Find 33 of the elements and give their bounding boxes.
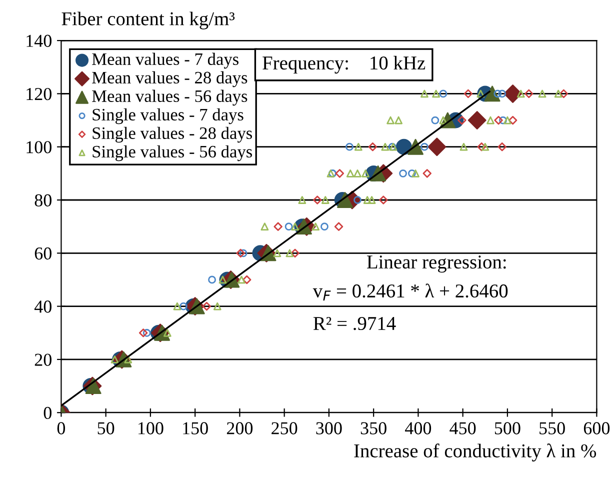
y-tick-label: 20	[34, 354, 52, 366]
y-tick-label: 140	[26, 34, 52, 47]
x-tick-label: 300	[316, 422, 342, 434]
x-tick-label: 450	[450, 422, 476, 434]
x-tick-label: 50	[98, 422, 114, 434]
x-tick-label: 350	[360, 422, 386, 434]
annotation: v$_{F}$ = 0.2461 * λ + 2.6460	[312, 284, 508, 301]
annotation: Linear regression:	[366, 256, 506, 273]
y-tick-label: 100	[26, 141, 52, 154]
x-tick-label: 100	[138, 422, 164, 434]
x-tick-label: 550	[540, 422, 565, 434]
annotation: Frequency: 10 kHz	[262, 56, 426, 74]
x-tick-label: 150	[183, 422, 208, 434]
x-tick-label: 200	[226, 422, 253, 434]
annotation: R² = .9714	[313, 316, 396, 330]
y-tick-label: 0	[44, 406, 52, 420]
x-tick-label: 400	[405, 422, 432, 434]
y-tick-label: 120	[26, 88, 52, 100]
x-tick-label: 500	[494, 422, 520, 434]
legend-label: Mean values - 7 days	[92, 52, 238, 69]
legend-label: Mean values - 28 days	[92, 71, 248, 88]
y-axis-title: Fiber content in kg/m³	[62, 12, 235, 30]
legend-label: Mean values - 56 days	[92, 90, 248, 106]
legend-label: Single values - 7 days	[92, 108, 244, 124]
x-tick-label: 0	[57, 422, 66, 434]
x-tick-label: 250	[272, 422, 298, 434]
x-tick-label: 600	[584, 422, 610, 434]
y-tick-label: 60	[34, 247, 52, 260]
legend-label: Single values - 56 days	[92, 145, 252, 162]
y-tick-label: 40	[34, 300, 52, 313]
y-tick-label: 80	[34, 194, 52, 206]
legend-label: Single values - 28 days	[92, 126, 252, 143]
x-axis-title: Increase of conductivity λ in %	[354, 444, 596, 462]
